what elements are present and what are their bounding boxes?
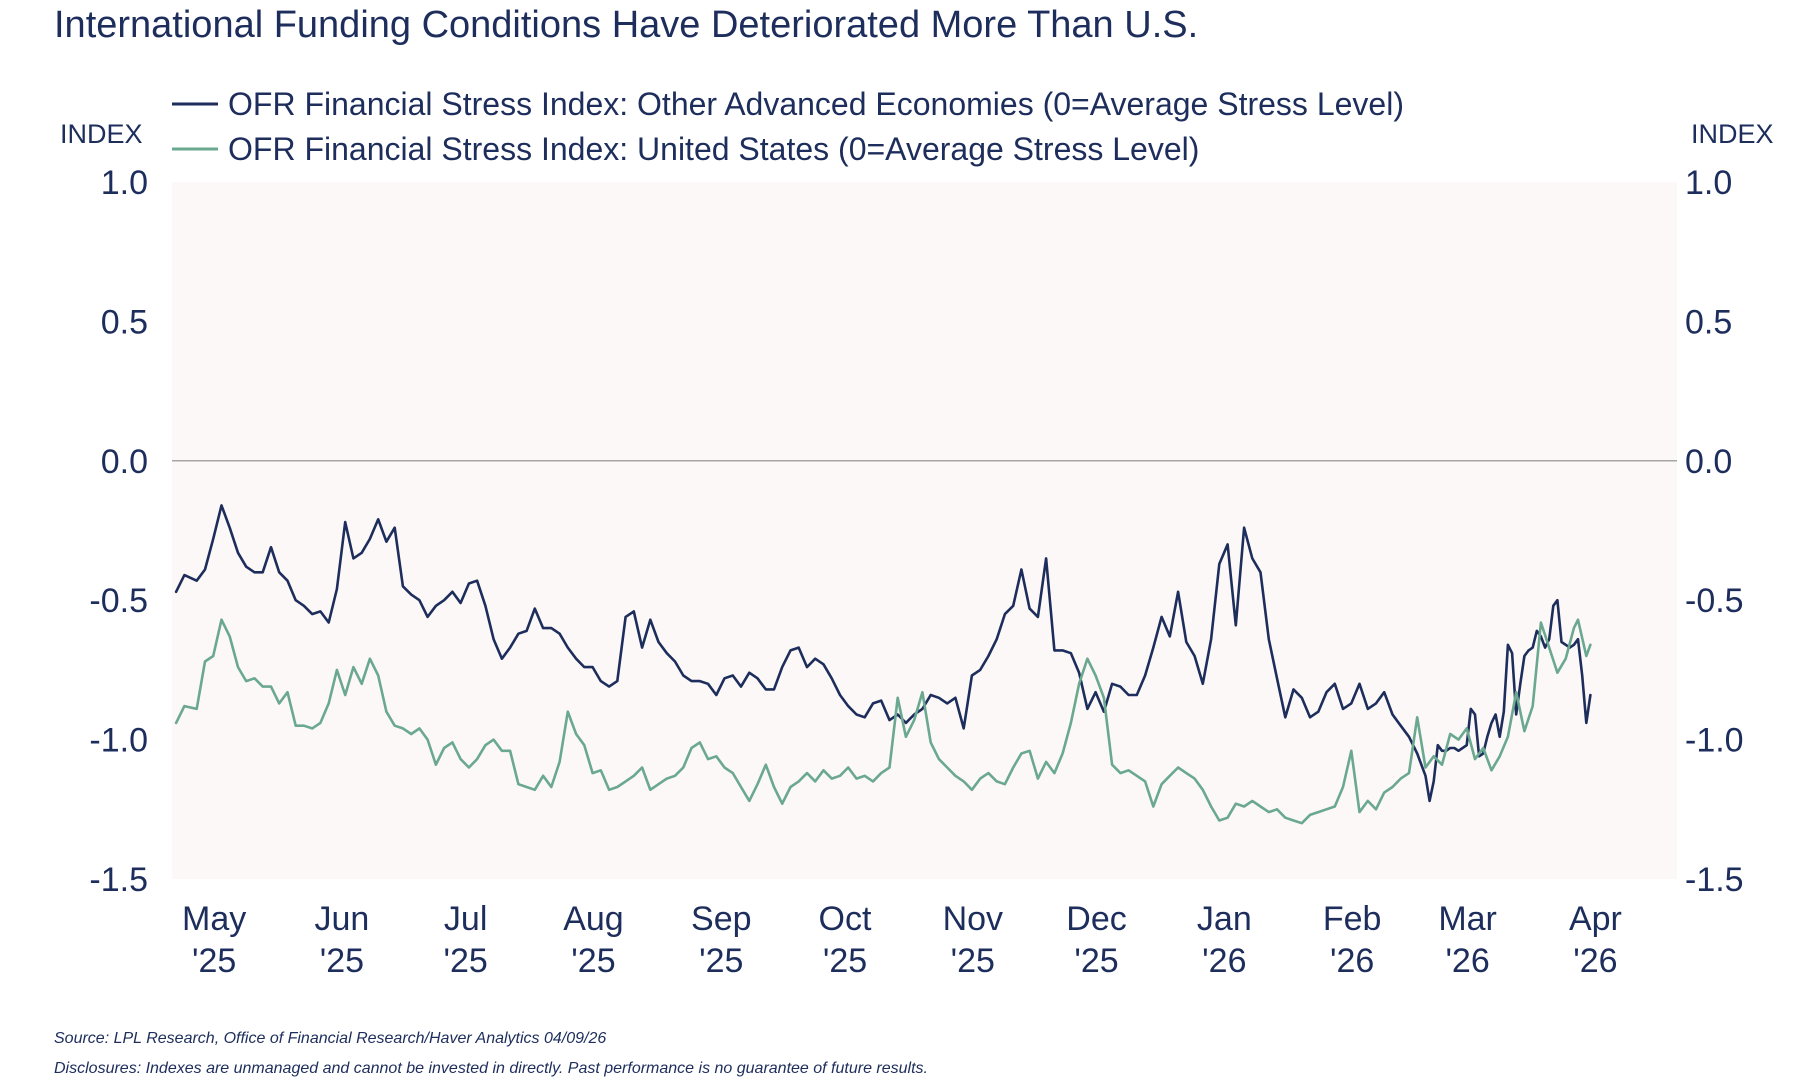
y-tick-label-left: 0.0 <box>101 443 148 481</box>
x-tick-label-month: Aug <box>563 900 624 938</box>
y-tick-label-right: 0.5 <box>1685 303 1732 341</box>
y-tick-label-left: -0.5 <box>89 582 148 620</box>
x-tick-label-year: '26 <box>1202 942 1246 980</box>
y-axis-label-right: INDEX <box>1691 119 1774 149</box>
x-tick-label-month: Jun <box>315 900 370 938</box>
x-tick-label-year: '25 <box>443 942 487 980</box>
y-tick-label-left: 0.5 <box>101 303 148 341</box>
x-tick-label-year: '26 <box>1573 942 1617 980</box>
y-tick-label-left: -1.0 <box>89 722 148 760</box>
x-tick-label-year: '25 <box>1074 942 1118 980</box>
series-line-other-advanced-economies <box>174 504 1592 803</box>
x-tick-label-year: '25 <box>951 942 995 980</box>
x-tick-label-year: '26 <box>1445 942 1489 980</box>
x-tick-label-month: Apr <box>1569 900 1622 938</box>
y-tick-label-left: 1.0 <box>101 164 148 202</box>
x-tick-label-month: Dec <box>1066 900 1126 938</box>
x-tick-label-month: May <box>182 900 246 938</box>
x-tick-label-month: Oct <box>819 900 872 938</box>
x-tick-label-month: Sep <box>691 900 752 938</box>
legend-label: OFR Financial Stress Index: United State… <box>228 131 1199 167</box>
y-tick-label-left: -1.5 <box>89 861 148 899</box>
x-tick-label-year: '25 <box>571 942 615 980</box>
series-line-united-states <box>174 618 1592 825</box>
y-ticks-left: 1.0 0.5 0.0 -0.5 -1.0 -1.5 <box>89 164 148 899</box>
x-ticks: May '25 Jun '25 Jul '25 Aug '25 Sep '25 Oct '25 Nov '… <box>182 900 1622 980</box>
source-note: Source: LPL Research, Office of Financia… <box>54 1030 607 1047</box>
x-tick-label-month: Jan <box>1197 900 1252 938</box>
y-tick-label-right: 1.0 <box>1685 164 1732 202</box>
plot-background <box>172 182 1677 879</box>
x-tick-label-month: Feb <box>1323 900 1382 938</box>
x-tick-label-year: '25 <box>192 942 236 980</box>
y-ticks-right: 1.0 0.5 0.0 -0.5 -1.0 -1.5 <box>1685 164 1744 899</box>
disclosure-note: Disclosures: Indexes are unmanaged and c… <box>54 1060 928 1077</box>
y-axis-label-left: INDEX <box>60 119 143 149</box>
legend: OFR Financial Stress Index: Other Advanc… <box>172 86 1404 167</box>
y-tick-label-right: -1.0 <box>1685 722 1744 760</box>
x-tick-label-month: Jul <box>444 900 487 938</box>
y-tick-label-right: -0.5 <box>1685 582 1744 620</box>
series-layer <box>174 504 1592 825</box>
y-tick-label-right: 0.0 <box>1685 443 1732 481</box>
x-tick-label-month: Mar <box>1438 900 1497 938</box>
chart-title: International Funding Conditions Have De… <box>54 4 1199 46</box>
x-tick-label-year: '25 <box>320 942 364 980</box>
x-tick-label-month: Nov <box>943 900 1003 938</box>
x-tick-label-year: '25 <box>823 942 867 980</box>
x-tick-label-year: '26 <box>1330 942 1374 980</box>
x-tick-label-year: '25 <box>699 942 743 980</box>
y-tick-label-right: -1.5 <box>1685 861 1744 899</box>
legend-label: OFR Financial Stress Index: Other Advanc… <box>228 86 1404 122</box>
